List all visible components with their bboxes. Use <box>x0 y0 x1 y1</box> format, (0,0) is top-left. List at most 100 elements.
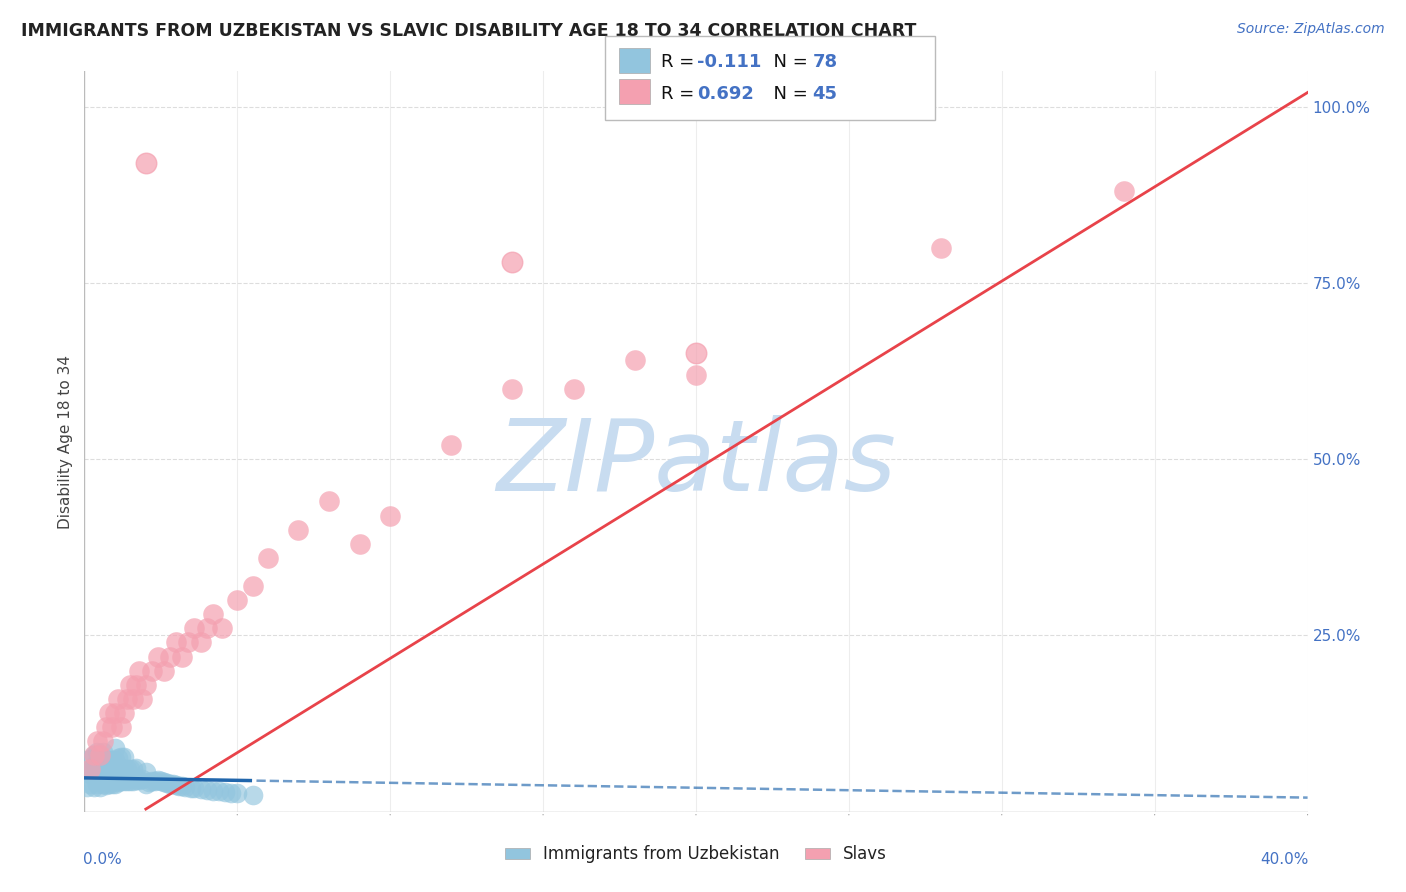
Point <box>349 537 371 551</box>
Point <box>174 780 197 794</box>
Point <box>112 706 135 720</box>
Legend: Immigrants from Uzbekistan, Slavs: Immigrants from Uzbekistan, Slavs <box>498 838 894 870</box>
Point <box>562 382 585 396</box>
Point <box>208 784 231 798</box>
Point <box>122 692 145 706</box>
Text: -0.111: -0.111 <box>697 54 762 71</box>
Point <box>226 786 249 800</box>
Point <box>190 635 212 649</box>
Point <box>83 780 105 794</box>
Point <box>380 508 402 523</box>
Point <box>115 773 138 788</box>
Point <box>86 766 108 780</box>
Point <box>172 780 194 794</box>
Point <box>76 780 98 794</box>
Point <box>226 593 249 607</box>
Point <box>91 734 114 748</box>
Point <box>156 776 179 790</box>
Point <box>125 761 148 775</box>
Point <box>440 438 463 452</box>
Point <box>183 621 205 635</box>
Point <box>94 766 117 780</box>
Text: Source: ZipAtlas.com: Source: ZipAtlas.com <box>1237 22 1385 37</box>
Point <box>167 779 190 793</box>
Text: R =: R = <box>661 85 700 103</box>
Point <box>183 781 205 796</box>
Point <box>122 773 145 788</box>
Point <box>94 720 117 734</box>
Point <box>110 720 132 734</box>
Point <box>131 692 153 706</box>
Text: 0.692: 0.692 <box>697 85 754 103</box>
Point <box>89 748 111 763</box>
Point <box>89 780 111 794</box>
Point <box>125 678 148 692</box>
Text: ZIPatlas: ZIPatlas <box>496 416 896 512</box>
Point <box>120 678 142 692</box>
Point <box>146 649 169 664</box>
Point <box>214 785 236 799</box>
Point <box>76 766 98 780</box>
Point <box>122 762 145 776</box>
Point <box>83 759 105 773</box>
Point <box>107 692 129 706</box>
Point <box>97 776 120 790</box>
Point <box>165 635 187 649</box>
Point <box>89 748 111 763</box>
Point <box>115 762 138 776</box>
Point <box>110 774 132 789</box>
Point <box>91 766 114 780</box>
Point <box>115 692 138 706</box>
Text: IMMIGRANTS FROM UZBEKISTAN VS SLAVIC DISABILITY AGE 18 TO 34 CORRELATION CHART: IMMIGRANTS FROM UZBEKISTAN VS SLAVIC DIS… <box>21 22 917 40</box>
Point <box>112 763 135 777</box>
Point <box>141 664 163 678</box>
Point <box>502 254 524 268</box>
Point <box>141 774 163 789</box>
Text: 40.0%: 40.0% <box>1260 853 1309 867</box>
Text: R =: R = <box>661 54 700 71</box>
Point <box>135 678 157 692</box>
Point <box>131 772 153 787</box>
Point <box>112 774 135 789</box>
Point <box>135 156 157 170</box>
Point <box>120 762 142 776</box>
Point <box>242 788 264 802</box>
Point <box>101 764 124 779</box>
Point <box>165 778 187 792</box>
Point <box>1114 184 1136 198</box>
Point <box>101 753 124 767</box>
Point <box>685 346 707 360</box>
Point <box>104 764 127 779</box>
Point <box>86 756 108 770</box>
Point <box>79 752 101 766</box>
Point <box>79 776 101 790</box>
Point <box>107 763 129 777</box>
Point <box>138 775 160 789</box>
Point <box>94 778 117 792</box>
Point <box>89 769 111 783</box>
Point <box>101 776 124 790</box>
Point <box>685 368 707 382</box>
Point <box>219 786 242 800</box>
Point <box>112 750 135 764</box>
Point <box>135 764 157 779</box>
Point <box>143 773 166 788</box>
Point <box>104 706 127 720</box>
Text: 78: 78 <box>813 54 838 71</box>
Point <box>110 763 132 777</box>
Point <box>110 750 132 764</box>
Point <box>79 763 101 777</box>
Point <box>120 773 142 788</box>
Point <box>149 774 172 789</box>
Point <box>159 649 181 664</box>
Point <box>135 776 157 790</box>
Text: 45: 45 <box>813 85 838 103</box>
Point <box>97 753 120 767</box>
Text: N =: N = <box>762 85 814 103</box>
Point <box>190 782 212 797</box>
Point <box>83 769 105 783</box>
Point <box>91 756 114 770</box>
Point <box>91 745 114 759</box>
Point <box>318 494 340 508</box>
Point <box>153 664 176 678</box>
